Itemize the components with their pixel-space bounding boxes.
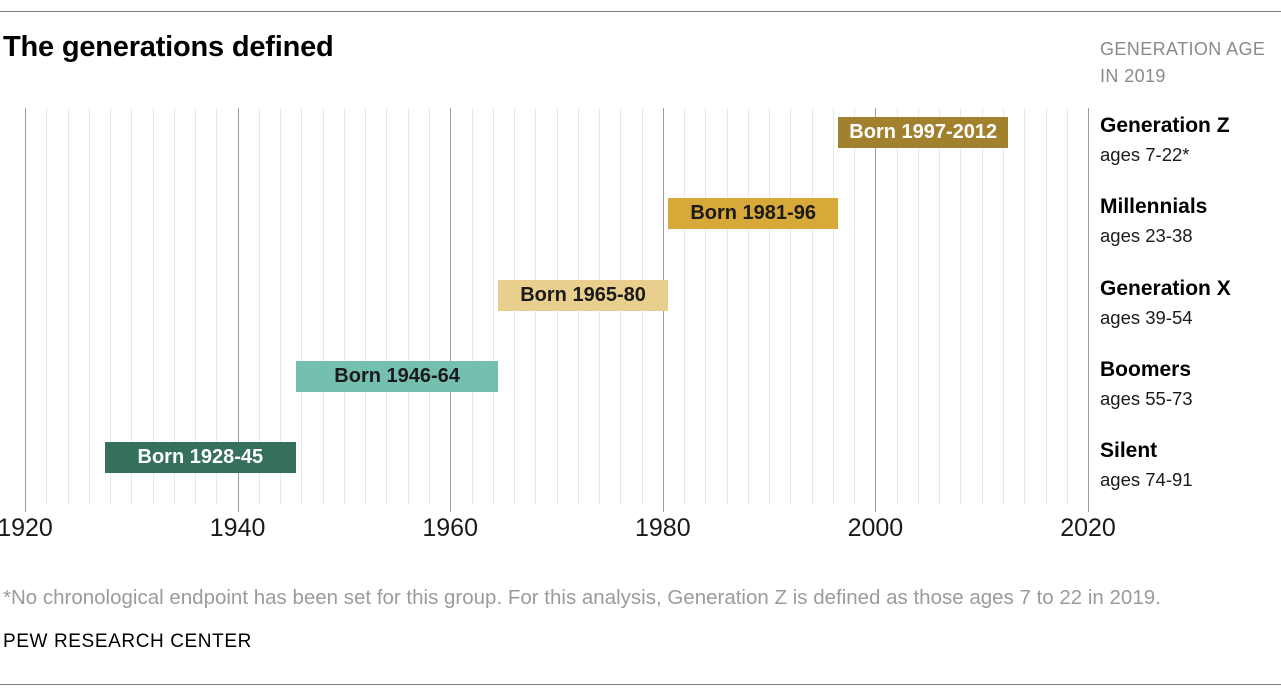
minor-gridline-2010 [981, 108, 983, 505]
generation-age-range: ages 55-73 [1100, 387, 1193, 409]
source-attribution: PEW RESEARCH CENTER [3, 631, 252, 652]
minor-gridline-1956 [407, 108, 409, 505]
x-axis-tick-label-1940: 1940 [209, 514, 266, 542]
timeline-plot-area: Born 1997-2012 Born 1981-96 Born 1965-80 Bo… [25, 108, 1089, 512]
generation-bar-boomers: Born 1946-64 [296, 360, 499, 392]
minor-gridline-2006 [939, 108, 941, 505]
generation-age-note-line1: GENERATION AGE [1100, 39, 1266, 59]
x-axis-tick-label-1920: 1920 [0, 514, 53, 542]
minor-gridline-1994 [811, 108, 813, 505]
bottom-divider-rule [0, 684, 1281, 685]
generation-bar-generation-z: Born 1997-2012 [838, 117, 1009, 148]
generation-name: Millennials [1100, 195, 1208, 219]
minor-gridline-1928 [110, 108, 111, 505]
minor-gridline-1982 [684, 108, 686, 505]
x-axis-tick-label-1960: 1960 [422, 514, 478, 542]
minor-gridline-1936 [195, 108, 197, 505]
minor-gridline-1942 [258, 108, 260, 505]
generation-age-note: GENERATION AGE IN 2019 [1100, 36, 1265, 90]
minor-gridline-2014 [1024, 108, 1026, 505]
footnote-text: *No chronological endpoint has been set … [3, 586, 1161, 609]
generation-name: Silent [1100, 439, 1158, 462]
minor-gridline-1924 [67, 108, 69, 505]
x-axis-tick-label-2000: 2000 [847, 514, 904, 542]
generation-label-generation-x: Generation X ages 39-54 [1100, 277, 1231, 329]
minor-gridline-1962 [471, 108, 473, 505]
generation-label-millennials: Millennials ages 23-38 [1100, 195, 1207, 247]
generation-name: Generation X [1100, 276, 1231, 300]
generation-bar-generation-x: Born 1965-80 [498, 279, 669, 311]
minor-gridline-2016 [1045, 108, 1047, 505]
generation-bar-silent: Born 1928-45 [104, 442, 296, 473]
generation-label-silent: Silent ages 74-91 [1100, 439, 1193, 491]
minor-gridline-1932 [152, 108, 154, 505]
minor-gridline-1938 [216, 108, 218, 505]
minor-gridline-1996 [832, 108, 834, 505]
minor-gridline-1926 [88, 108, 90, 505]
major-gridline-1920 [25, 108, 26, 512]
generation-name: Generation Z [1100, 114, 1230, 137]
minor-gridline-1984 [705, 108, 707, 505]
minor-gridline-1946 [301, 108, 303, 505]
x-axis-tick-label-1980: 1980 [634, 514, 691, 542]
major-gridline-2000 [875, 108, 877, 512]
generation-age-range: ages 39-54 [1100, 306, 1193, 328]
chart-title: The generations defined [3, 31, 334, 63]
minor-gridline-1930 [131, 108, 133, 505]
minor-gridline-1954 [386, 108, 388, 505]
generation-age-note-line2: IN 2019 [1100, 66, 1166, 86]
minor-gridline-2002 [896, 108, 898, 505]
minor-gridline-1950 [343, 108, 345, 505]
minor-gridline-1958 [428, 108, 430, 505]
minor-gridline-1988 [747, 108, 749, 505]
minor-gridline-1998 [854, 108, 856, 505]
generation-name: Boomers [1100, 357, 1192, 381]
minor-gridline-1944 [280, 108, 282, 505]
minor-gridline-2018 [1066, 108, 1068, 505]
top-divider-rule [0, 11, 1281, 12]
generation-age-range: ages 7-22* [1100, 144, 1190, 165]
x-axis-labels: 1920 1940 1960 1980 2000 2020 [0, 514, 1116, 544]
major-gridline-2020 [1088, 108, 1089, 512]
minor-gridline-2008 [960, 108, 962, 505]
generation-bar-millennials: Born 1981-96 [668, 198, 839, 230]
minor-gridline-1992 [790, 108, 792, 505]
minor-gridline-2012 [1003, 108, 1004, 505]
minor-gridline-1990 [769, 108, 771, 505]
x-axis-tick-label-2020: 2020 [1060, 514, 1116, 542]
minor-gridline-1964 [492, 108, 494, 505]
minor-gridline-1986 [726, 108, 728, 505]
minor-gridline-2004 [917, 108, 919, 505]
major-gridline-1940 [237, 108, 239, 512]
minor-gridline-1948 [322, 108, 324, 505]
minor-gridline-1922 [46, 108, 48, 505]
generation-age-range: ages 23-38 [1100, 225, 1193, 247]
generation-label-boomers: Boomers ages 55-73 [1100, 358, 1193, 410]
generation-label-generation-z: Generation Z ages 7-22* [1100, 114, 1230, 166]
minor-gridline-1952 [365, 108, 367, 505]
major-gridline-1960 [450, 108, 452, 512]
generation-age-range: ages 74-91 [1100, 469, 1193, 490]
minor-gridline-1934 [173, 108, 175, 505]
